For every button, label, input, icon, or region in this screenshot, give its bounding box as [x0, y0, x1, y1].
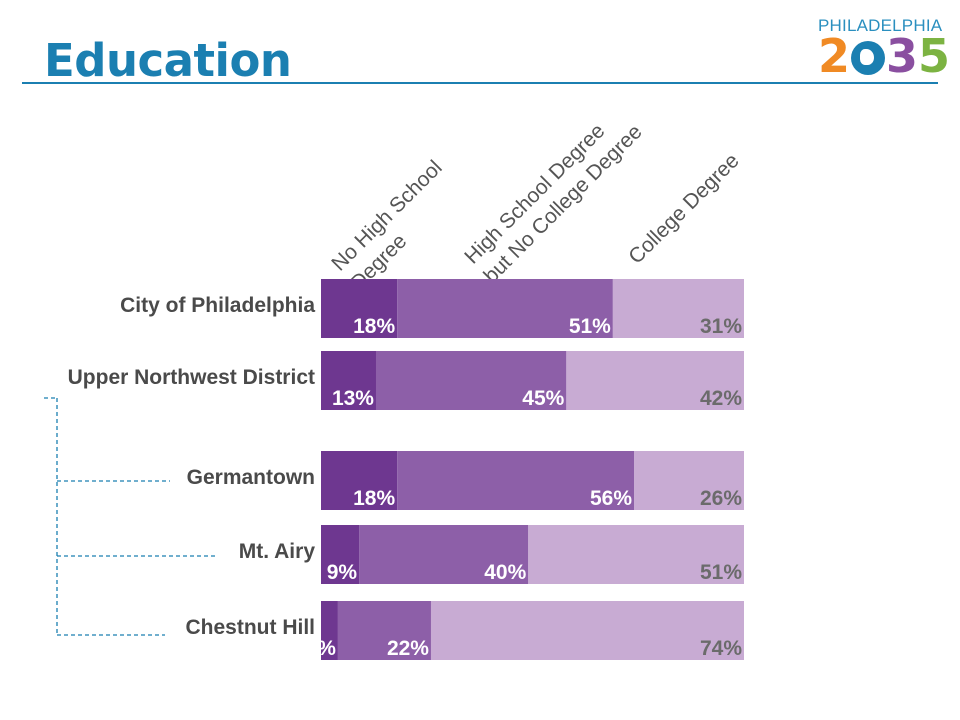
- value-label-no-high-school: 9%: [327, 561, 358, 584]
- bar-segment-no-high-school: [321, 451, 398, 510]
- value-label-college-degree: 51%: [700, 561, 742, 584]
- value-label-college-degree: 26%: [700, 487, 742, 510]
- bar-segment-college-degree: [566, 351, 744, 410]
- value-label-high-school-no-college: 51%: [569, 315, 611, 338]
- value-label-no-high-school: 18%: [353, 487, 395, 510]
- value-label-college-degree: 42%: [700, 387, 742, 410]
- bar-segment-college-degree: [430, 601, 744, 660]
- row-label-upper-northwest-district: Upper Northwest District: [68, 366, 315, 389]
- value-label-college-degree: 74%: [700, 637, 742, 660]
- bar-segment-high-school-no-college: [397, 279, 613, 338]
- value-label-no-high-school: 13%: [332, 387, 374, 410]
- bar-segment-college-degree: [528, 525, 744, 584]
- logo-wordmark: PHILADELPHIA: [818, 16, 943, 35]
- title-rule: [22, 82, 938, 84]
- row-label-germantown: Germantown: [187, 466, 315, 489]
- value-label-high-school-no-college: 40%: [484, 561, 526, 584]
- value-label-college-degree: 31%: [700, 315, 742, 338]
- globe-icon: [851, 41, 886, 75]
- logo-year: 2 35: [818, 31, 950, 81]
- philadelphia-2035-logo: PHILADELPHIA 2 35: [818, 16, 950, 86]
- district-connector-lines: [44, 397, 215, 636]
- column-header-college-degree-line-1: College Degree: [624, 149, 743, 268]
- bar-segment-no-high-school: [321, 601, 338, 660]
- value-label-high-school-no-college: 56%: [590, 487, 632, 510]
- bar-row-upper-northwest-district: Upper Northwest District 13% 45% 42%: [68, 351, 744, 410]
- bar-segment-high-school-no-college: [337, 601, 431, 660]
- value-label-high-school-no-college: 45%: [522, 387, 564, 410]
- bar-row-mt-airy: Mt. Airy 9% 40% 51%: [239, 525, 744, 584]
- bar-segment-no-high-school: [321, 351, 376, 410]
- bar-row-city-of-philadelphia: City of Philadelphia 18% 51% 31%: [120, 279, 744, 338]
- value-label-no-high-school: 18%: [353, 315, 395, 338]
- bar-segment-high-school-no-college: [397, 451, 635, 510]
- bar-segment-college-degree: [634, 451, 744, 510]
- bar-rows: City of Philadelphia 18% 51% 31% Upper North…: [68, 279, 744, 660]
- bar-segment-no-high-school: [321, 525, 360, 584]
- bar-segment-college-degree: [612, 279, 744, 338]
- row-label-mt-airy: Mt. Airy: [239, 540, 316, 563]
- value-label-high-school-no-college: 22%: [387, 637, 429, 660]
- row-label-city-of-philadelphia: City of Philadelphia: [120, 294, 315, 317]
- bar-segment-high-school-no-college: [375, 351, 567, 410]
- row-label-chestnut-hill: Chestnut Hill: [186, 616, 316, 639]
- logo-digit-3: 3: [886, 29, 919, 83]
- page-title: Education: [44, 34, 292, 87]
- bar-row-germantown: Germantown 18% 56% 26%: [187, 451, 744, 510]
- column-header-high-school-no-college-line-2: but No College Degree: [479, 120, 646, 287]
- logo-digit-5: 5: [918, 29, 951, 83]
- logo-digit-2: 2: [818, 29, 851, 83]
- column-header-college-degree: College Degree: [624, 149, 743, 268]
- bar-segment-high-school-no-college: [359, 525, 529, 584]
- bar-segment-no-high-school: [321, 279, 398, 338]
- value-label-no-high-school: 4%: [306, 637, 337, 660]
